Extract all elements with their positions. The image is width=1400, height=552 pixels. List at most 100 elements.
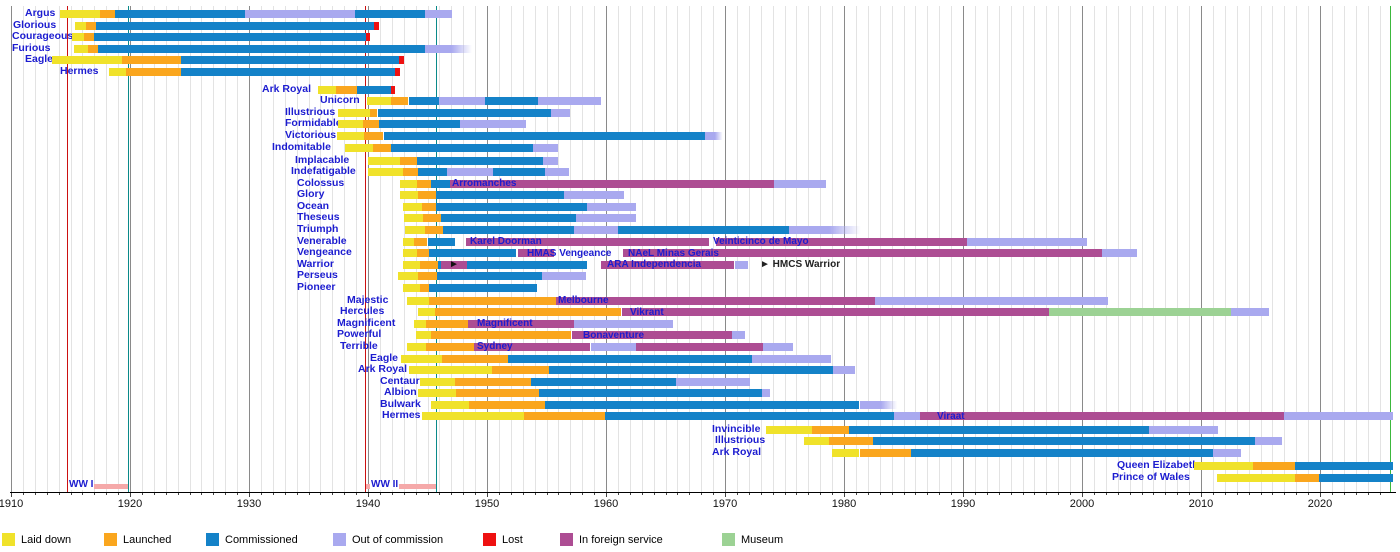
timeline-bar-laid: [402, 202, 422, 211]
ship-label: Warrior: [297, 257, 334, 270]
timeline-bar-foreign: [450, 179, 774, 188]
axis-tick: [427, 493, 429, 495]
timeline-bar-launched: [422, 214, 441, 223]
timeline-bar-launched: [434, 308, 622, 317]
axis-tick: [808, 493, 810, 495]
axis-tick: [1367, 493, 1369, 495]
axis-tick: [796, 493, 798, 495]
timeline-bar-com: [910, 448, 1213, 457]
axis-tick: [1284, 493, 1286, 495]
bar-annotation: Arromanches: [452, 178, 517, 190]
timeline-bar-launched: [828, 437, 873, 446]
axis-tick: [927, 493, 929, 495]
legend-label: Museum: [741, 534, 784, 546]
ship-label: Ocean: [297, 199, 330, 212]
axis-tick: [58, 493, 60, 495]
timeline-bar-launched: [335, 85, 358, 94]
timeline-bar-com: [378, 120, 460, 129]
axis-tick: [463, 493, 465, 495]
axis-tick: [653, 493, 655, 495]
axis-tick: [1308, 493, 1310, 495]
axis-tick: [1082, 493, 1083, 497]
timeline-bar-foreign: [622, 249, 1103, 257]
axis-tick: [237, 493, 239, 495]
axis-tick: [1272, 493, 1274, 495]
timeline-bar-laid: [407, 342, 427, 351]
axis-tick: [308, 493, 310, 495]
axis-tick: [736, 493, 738, 495]
decade-gridline: [130, 6, 131, 492]
axis-tick-label: 1920: [117, 498, 143, 510]
axis-tick: [1034, 493, 1036, 495]
year-gridline: [46, 6, 48, 492]
year-gridline: [272, 6, 274, 492]
timeline-bar-launched: [418, 272, 437, 281]
war-period-bar: [365, 484, 436, 489]
ship-label: Triumph: [297, 222, 339, 235]
ship-label: Terrible: [340, 339, 378, 352]
timeline-bar-laid: [415, 331, 432, 340]
timeline-bar-laid: [108, 67, 127, 76]
year-gridline: [1153, 6, 1155, 492]
timeline-bar-out: [542, 156, 559, 165]
timeline-bar-com: [181, 56, 399, 65]
axis-tick: [22, 493, 24, 495]
timeline-bar-laid: [403, 214, 423, 223]
timeline-bar-lost: [373, 21, 379, 30]
axis-tick: [1248, 493, 1250, 495]
legend-label: Launched: [123, 534, 172, 546]
timeline-bar-laid: [402, 260, 421, 269]
timeline-bar-laid: [407, 296, 429, 305]
bar-annotation: NAeL Minas Gerais: [628, 247, 719, 259]
axis-tick: [915, 493, 917, 495]
timeline-bar-out: [1230, 308, 1269, 317]
timeline-bar-laid: [803, 437, 829, 446]
year-gridline: [284, 6, 286, 492]
axis-tick: [820, 493, 822, 495]
axis-tick: [451, 493, 453, 495]
decade-gridline: [1320, 6, 1321, 492]
ship-label: Glory: [297, 188, 325, 201]
axis-tick: [1010, 493, 1012, 495]
timeline-bar-launched: [100, 10, 115, 18]
axis-tick: [1260, 493, 1262, 495]
timeline-bar-laid: [765, 425, 812, 434]
timeline-bar-launched: [372, 143, 391, 152]
year-gridline: [70, 6, 72, 492]
timeline-bar-out: [1148, 425, 1218, 434]
timeline-bar-launched: [370, 108, 378, 117]
axis-tick-label: 1990: [950, 498, 976, 510]
ship-label: Albion: [384, 386, 417, 399]
timeline-bar-out: [541, 272, 586, 281]
axis-tick: [439, 493, 441, 495]
axis-tick: [844, 493, 845, 497]
ship-label: Indefatigable: [291, 165, 356, 178]
axis-tick: [689, 493, 691, 495]
axis-tick: [677, 493, 679, 495]
timeline-bar-laid: [397, 272, 418, 281]
axis-tick: [498, 493, 500, 495]
year-gridline: [225, 6, 227, 492]
war-start_line: [66, 6, 68, 492]
axis-tick: [606, 493, 607, 497]
timeline-bar-laid: [74, 44, 89, 53]
bar-annotation: Sydney: [477, 341, 513, 353]
timeline-bar-com: [872, 437, 1255, 446]
year-gridline: [1141, 6, 1143, 492]
timeline-bar-laid: [431, 400, 470, 409]
timeline-bar-out: [576, 214, 636, 223]
timeline-bar-com: [428, 249, 516, 257]
timeline-bar-launched: [469, 400, 546, 409]
timeline-bar-foreign: [571, 331, 733, 340]
axis-tick-label: 1930: [236, 498, 262, 510]
timeline-bar-launched: [400, 156, 417, 165]
timeline-bar-laid: [404, 225, 426, 234]
axis-tick: [1296, 493, 1298, 495]
timeline-bar-foreign: [473, 342, 591, 351]
legend-label: Out of commission: [352, 534, 444, 546]
bar-annotation: ► HMCS Warrior: [760, 259, 841, 271]
timeline-bar-com: [357, 85, 391, 94]
timeline-bar-out: [734, 260, 748, 269]
timeline-bar-launched: [416, 179, 432, 188]
timeline-bar-launched: [523, 412, 605, 421]
